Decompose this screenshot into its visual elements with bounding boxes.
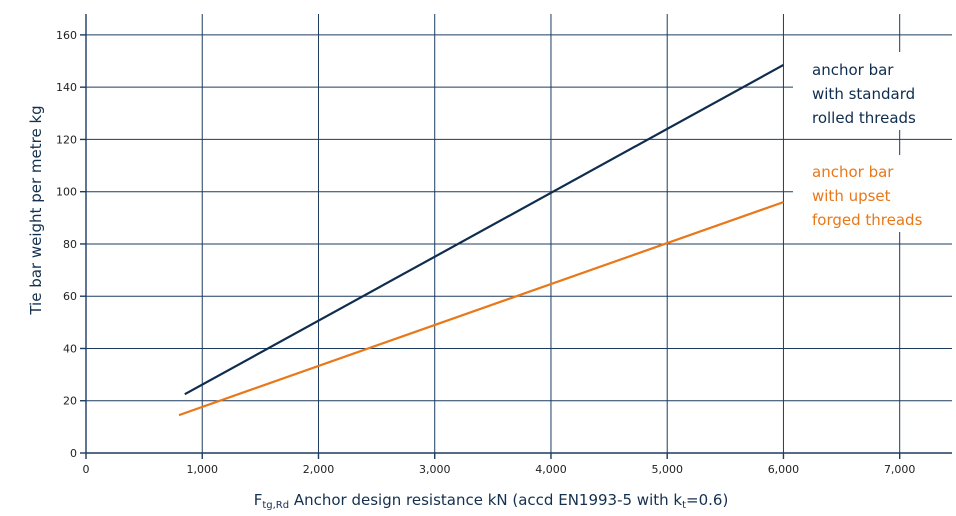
x-tick-label: 7,000: [884, 463, 916, 476]
legend: anchor bar with standard rolled threadsanc…: [812, 61, 923, 229]
x-tick-label: 3,000: [419, 463, 451, 476]
grid-lines: [86, 14, 952, 453]
legend-label-line: anchor bar: [812, 163, 894, 181]
x-tick-label: 2,000: [303, 463, 335, 476]
y-axis-title: Tie bar weight per metre kg: [27, 105, 45, 315]
y-tick-label: 40: [63, 342, 77, 355]
legend-label-line: with upset: [812, 187, 891, 205]
legend-label-line: rolled threads: [812, 109, 916, 127]
y-tick-label: 160: [56, 29, 77, 42]
x-axis-title-symbol: F: [254, 491, 263, 509]
legend-label-2: anchor bar with upset forged threads: [812, 163, 923, 229]
legend-label-line: with standard: [812, 85, 915, 103]
y-tick-label: 100: [56, 186, 77, 199]
y-tick-label: 140: [56, 81, 77, 94]
x-axis-title-text: Anchor design resistance kN (accd EN1993…: [289, 491, 682, 509]
series-line-2: [178, 201, 784, 417]
x-axis-title-end: =0.6): [686, 491, 728, 509]
x-tick-label: 6,000: [768, 463, 800, 476]
tick-labels: 0 20 40 60 80 100 120 140 160 0 1,000 2,000 3,000 4,0…: [56, 29, 915, 476]
y-tick-label: 60: [63, 290, 77, 303]
legend-label-1: anchor bar with standard rolled threads: [812, 61, 916, 127]
axes: [80, 14, 952, 459]
legend-label-line: anchor bar: [812, 61, 894, 79]
x-tick-label: 4,000: [535, 463, 567, 476]
series-lines: [178, 63, 784, 417]
series-line-1: [184, 63, 784, 396]
y-tick-label: 0: [70, 447, 77, 460]
x-axis-title: Ftg,Rd Anchor design resistance kN (accd…: [254, 491, 729, 511]
y-tick-label: 80: [63, 238, 77, 251]
x-tick-label: 5,000: [651, 463, 683, 476]
x-axis-title-symbol-subscript: tg,Rd: [262, 500, 289, 511]
legend-label-line: forged threads: [812, 211, 923, 229]
x-tick-label: 0: [83, 463, 90, 476]
x-tick-label: 1,000: [186, 463, 218, 476]
x-axis-title-k-subscript: t: [682, 500, 686, 511]
y-tick-label: 120: [56, 133, 77, 146]
y-tick-label: 20: [63, 395, 77, 408]
